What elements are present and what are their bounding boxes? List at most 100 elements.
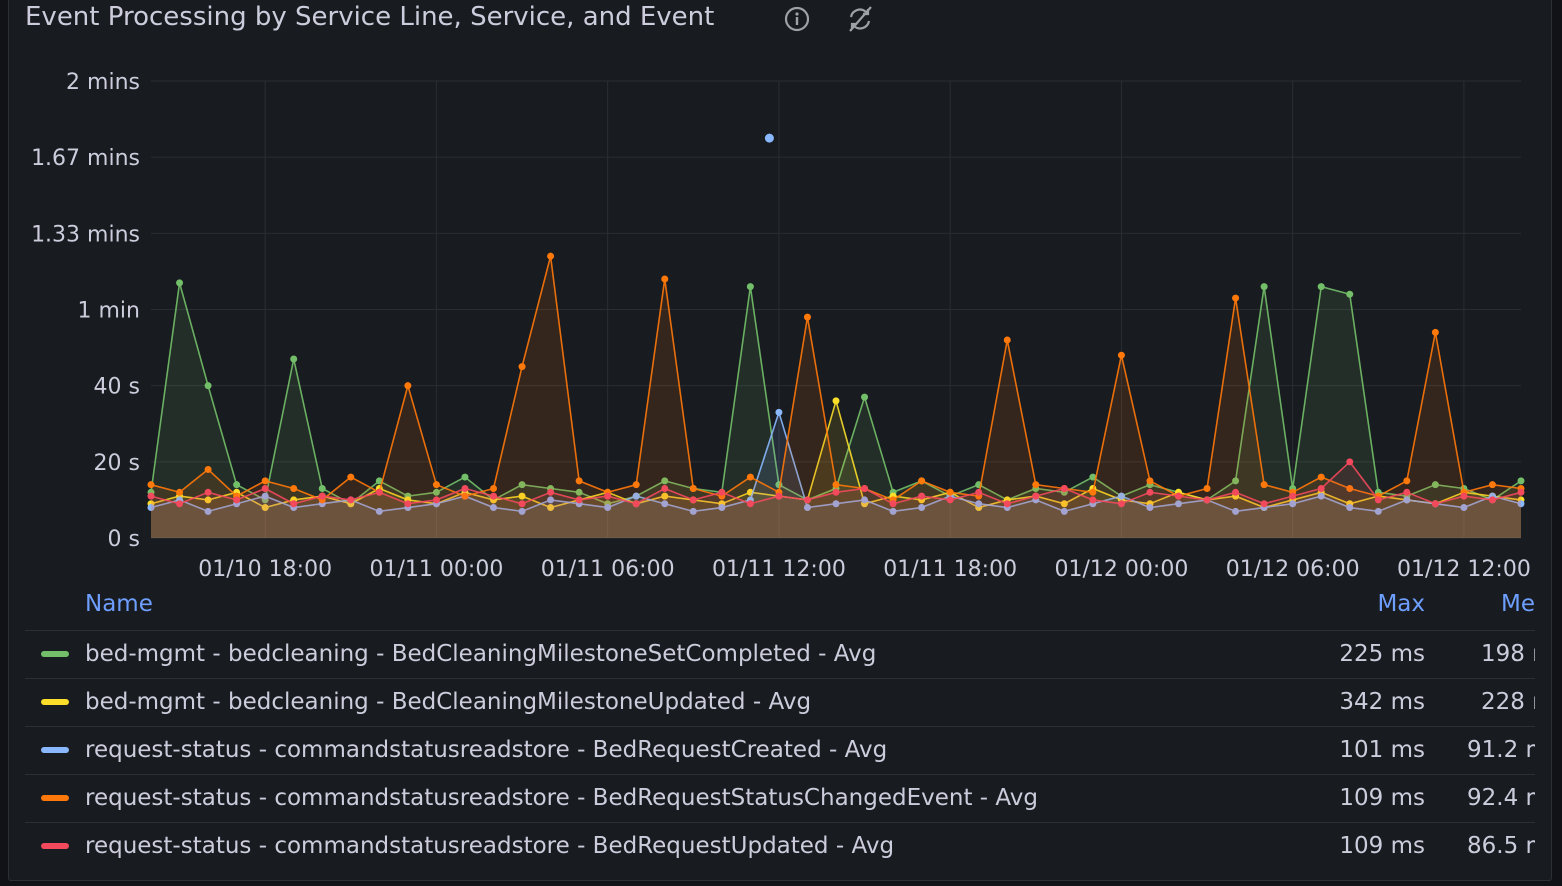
series-area — [151, 461, 1521, 538]
data-point — [661, 484, 669, 492]
data-point — [547, 496, 555, 504]
data-point — [975, 500, 983, 508]
data-point — [176, 500, 184, 508]
data-point — [518, 507, 526, 515]
data-point — [1403, 488, 1411, 496]
series-name[interactable]: request-status - commandstatusreadstore … — [85, 737, 888, 763]
series-mean: 86.5 ms — [1467, 833, 1535, 859]
sync-disabled-icon[interactable] — [845, 4, 875, 34]
column-header-name[interactable]: Name — [85, 591, 153, 617]
series-color-swatch[interactable] — [41, 747, 69, 753]
data-point — [1403, 477, 1411, 485]
series-max: 109 ms — [1339, 833, 1425, 859]
legend-header: Name Max Mean — [25, 586, 1535, 631]
x-tick-label: 01/10 18:00 — [198, 557, 332, 582]
series-color-swatch[interactable] — [41, 843, 69, 849]
series-name[interactable]: bed-mgmt - bedcleaning - BedCleaningMile… — [85, 689, 812, 715]
data-point — [1346, 484, 1354, 492]
data-point — [1260, 283, 1268, 291]
data-point — [946, 488, 954, 496]
data-point — [1346, 504, 1354, 512]
data-point — [490, 492, 497, 500]
data-point — [1517, 500, 1525, 508]
series-max: 342 ms — [1339, 689, 1425, 715]
legend-row[interactable]: bed-mgmt - bedcleaning - BedCleaningMile… — [25, 631, 1535, 679]
series-color-swatch[interactable] — [41, 795, 69, 801]
data-point — [1403, 496, 1411, 504]
data-point — [746, 500, 754, 508]
data-point — [1232, 294, 1240, 302]
data-point — [1203, 484, 1211, 492]
data-point — [147, 504, 155, 512]
data-point — [147, 481, 155, 489]
data-point — [1431, 500, 1439, 508]
x-tick-label: 01/11 12:00 — [712, 557, 846, 582]
column-header-mean[interactable]: Mean — [1501, 591, 1535, 617]
data-point — [632, 481, 640, 489]
data-point — [1203, 496, 1211, 504]
data-point — [1117, 500, 1125, 508]
panel-title[interactable]: Event Processing by Service Line, Servic… — [25, 2, 715, 32]
data-point — [1060, 500, 1068, 508]
data-point — [432, 481, 440, 489]
data-point — [1089, 496, 1097, 504]
series-area — [151, 256, 1521, 538]
data-point — [1260, 481, 1268, 489]
data-point — [575, 488, 583, 496]
data-point — [1289, 492, 1297, 500]
data-point — [1317, 473, 1325, 481]
data-point — [661, 275, 669, 283]
legend-row[interactable]: bed-mgmt - bedcleaning - BedCleaningMile… — [25, 679, 1535, 727]
data-point — [547, 504, 555, 512]
data-point — [1032, 492, 1040, 500]
data-point — [661, 477, 669, 485]
data-point — [1175, 500, 1182, 508]
data-point — [204, 496, 212, 504]
data-point — [1517, 488, 1525, 496]
data-point — [918, 477, 926, 485]
data-point — [803, 313, 811, 321]
series-mean: 92.4 ms — [1467, 785, 1535, 811]
data-point — [404, 500, 412, 508]
series-mean: 91.2 ms — [1467, 737, 1535, 763]
data-point — [946, 496, 954, 504]
series-color-swatch[interactable] — [41, 699, 69, 705]
data-point — [375, 507, 383, 515]
data-point — [1146, 504, 1154, 512]
data-point — [832, 397, 840, 405]
data-point — [604, 492, 612, 500]
series-color-swatch[interactable] — [41, 651, 69, 657]
info-circle-icon[interactable] — [782, 4, 812, 34]
data-point — [1460, 504, 1468, 512]
data-point — [1175, 492, 1182, 500]
y-tick-label: 1 min — [78, 299, 140, 324]
x-tick-label: 01/11 00:00 — [370, 557, 504, 582]
legend-row[interactable]: request-status - commandstatusreadstore … — [25, 775, 1535, 823]
data-point — [547, 252, 555, 260]
y-tick-label: 1.67 mins — [31, 146, 140, 171]
data-point — [632, 500, 640, 508]
series-name[interactable]: bed-mgmt - bedcleaning - BedCleaningMile… — [85, 641, 877, 667]
time-series-chart[interactable]: 0 s 20 s 40 s 1 min 1.33 mins 1.67 mins 2 mins… — [9, 0, 1551, 590]
data-point — [1232, 488, 1240, 496]
data-point — [803, 504, 811, 512]
data-point — [1431, 328, 1439, 336]
data-point — [518, 492, 526, 500]
data-point — [1117, 492, 1125, 500]
series-name[interactable]: request-status - commandstatusreadstore … — [85, 785, 1038, 811]
legend-row[interactable]: request-status - commandstatusreadstore … — [25, 727, 1535, 775]
data-point — [832, 488, 840, 496]
data-point — [1317, 283, 1325, 291]
data-point — [889, 507, 897, 515]
data-point — [318, 484, 326, 492]
y-tick-label: 20 s — [94, 451, 140, 476]
legend-row[interactable]: request-status - commandstatusreadstore … — [25, 823, 1535, 870]
data-point — [176, 279, 184, 287]
column-header-max[interactable]: Max — [1377, 591, 1425, 617]
data-point — [661, 500, 669, 508]
y-tick-label: 2 mins — [66, 70, 140, 95]
data-point — [918, 492, 926, 500]
data-point — [490, 484, 497, 492]
data-point — [1032, 481, 1040, 489]
series-name[interactable]: request-status - commandstatusreadstore … — [85, 833, 895, 859]
